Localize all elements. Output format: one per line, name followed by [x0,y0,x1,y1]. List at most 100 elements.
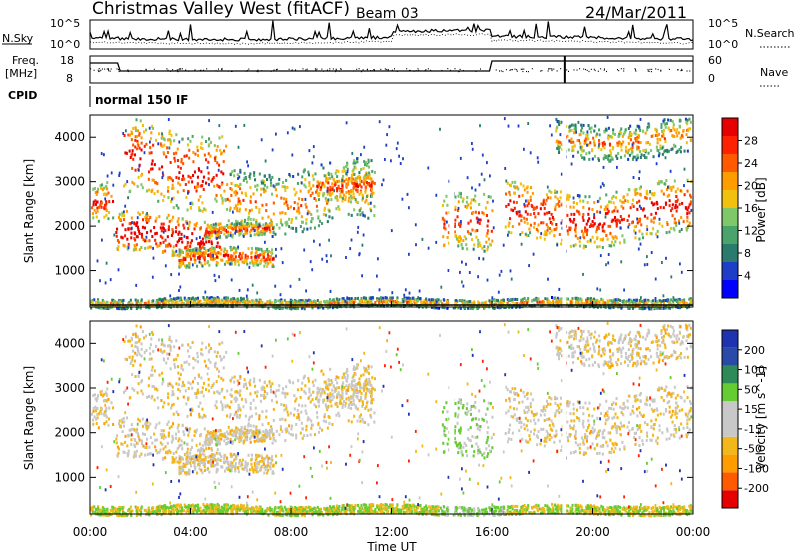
power-cell [408,206,410,210]
power-cell [178,261,181,264]
power-cell [268,225,271,229]
power-cell [677,219,680,223]
power-cell [593,216,596,220]
power-cell [472,211,475,214]
power-cell [598,144,600,148]
power-cell [346,296,349,300]
power-cell [127,246,130,250]
power-cell [264,261,267,265]
power-cell [209,235,212,239]
power-cell [335,297,338,301]
power-cell [395,147,398,151]
power-cell [308,298,311,302]
power-cell [237,245,239,249]
power-cell [140,246,143,249]
power-cell [311,304,314,308]
power-cell [144,215,147,219]
power-cell [530,186,533,190]
power-cell [266,253,269,257]
power-cell [643,302,646,306]
nave-dot [353,70,355,72]
power-cell [195,189,198,193]
power-cell [560,143,563,147]
power-cell [676,205,679,209]
power-cell [364,180,367,184]
nave-dot [692,69,694,71]
power-cell [237,197,240,201]
power-cell [226,301,229,305]
power-cell [179,264,182,268]
power-cell [266,185,269,189]
velocity-cell [171,434,174,438]
power-cell [476,229,479,232]
power-cell [172,152,175,156]
power-cell [98,301,101,305]
power-cell [245,194,248,197]
power-cell [127,227,130,231]
power-cell [178,265,181,269]
power-cell [518,222,521,226]
power-cell [582,205,585,209]
power-cell [659,205,662,209]
power-cell [105,209,108,212]
power-cell [657,149,660,153]
power-cell [127,133,130,137]
nsky-right-tick-top: 10^5 [708,17,738,30]
power-cell [217,233,220,236]
nave-dot [231,70,233,72]
power-cell [159,241,162,245]
power-cell [586,240,589,244]
power-cell [550,133,553,137]
power-cell [327,181,330,185]
power-cell [344,299,347,303]
power-cell [675,151,678,154]
power-cell [143,144,146,148]
power-cell [654,211,657,215]
nave-dot [541,70,543,72]
power-cell [136,139,139,143]
power-cell [255,218,258,222]
power-cell [139,306,142,310]
power-cell [232,297,235,301]
power-cell [526,190,529,194]
power-cell [294,193,297,197]
power-cell [447,300,450,304]
power-cell [681,201,684,205]
power-cell [259,304,262,308]
power-cell [466,300,469,304]
power-cell [640,296,642,300]
power-cell [200,142,203,145]
power-cell [370,188,373,192]
power-cell [184,220,187,224]
power-cell [593,143,596,147]
nave-dot [108,69,109,71]
power-cell [485,240,488,244]
power-cell [269,302,272,306]
power-cell [686,118,689,122]
power-cell [686,306,689,310]
power-cell [279,293,282,297]
power-cell [620,306,623,310]
power-cell [678,124,681,128]
velocity-cell [116,445,119,449]
power-cell [307,190,310,194]
power-cell [557,120,560,123]
power-cell [350,301,353,305]
velocity-cell [203,441,206,444]
power-cell [681,300,684,304]
power-cell [162,173,165,177]
power-cell [406,192,409,196]
power-cell [229,262,232,266]
power-cell [166,146,169,150]
power-cell [638,306,641,310]
power-cell [296,209,299,213]
power-cell [367,160,370,164]
power-cell [304,177,307,181]
power-cell [656,302,659,306]
power-cell [278,226,281,230]
power-cell [409,300,412,304]
power-cell [478,203,481,206]
nave-dot [273,69,275,71]
power-cell [582,131,585,135]
nave-dot [657,68,659,71]
